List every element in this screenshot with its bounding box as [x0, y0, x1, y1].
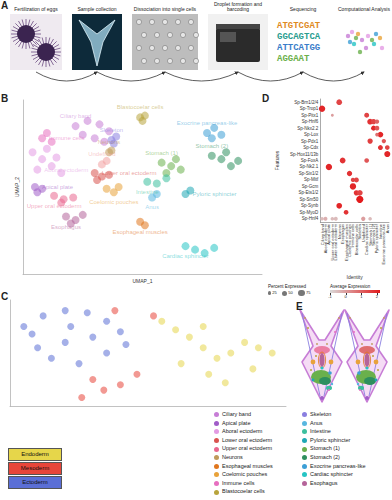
html-text:75: 75 [306, 290, 311, 295]
html-text:Average Expression: Average Expression [330, 284, 371, 289]
svg-text:Sp-Nk2.1: Sp-Nk2.1 [300, 164, 319, 169]
html-text:E: E [296, 301, 303, 312]
html-text:Pyloric sphincter: Pyloric sphincter [310, 436, 351, 443]
svg-text:Sp-Lox: Sp-Lox [304, 132, 319, 137]
html-text:Exocrine pancreas-like: Exocrine pancreas-like [310, 462, 366, 469]
html-text:Coelomic pouches: Coelomic pouches [222, 471, 268, 478]
html-text:0: 0 [344, 293, 347, 299]
svg-text:UMAP_1: UMAP_1 [132, 278, 152, 284]
html-text:Blastocoelar cells: Blastocoelar cells [222, 488, 265, 495]
svg-text:Sp-Gcm: Sp-Gcm [302, 184, 319, 189]
html-text:GGCAGTCA: GGCAGTCA [277, 32, 321, 42]
svg-text:Exocrine pancreas-like: Exocrine pancreas-like [177, 120, 238, 126]
svg-text:Sp-Hnf4: Sp-Hnf4 [302, 216, 319, 221]
svg-text:Esophageal muscles: Esophageal muscles [112, 229, 167, 235]
html-text:A: A [1, 0, 9, 11]
svg-text:Ciliary band: Ciliary band [60, 113, 92, 119]
svg-text:Sp-Six1/2: Sp-Six1/2 [299, 171, 319, 176]
html-text:B: B [1, 93, 9, 104]
html-text:Percent Expressed: Percent Expressed [268, 284, 306, 289]
svg-text:Blastocoelar cells: Blastocoelar cells [117, 104, 164, 110]
html-text:Esophagus: Esophagus [310, 479, 338, 486]
html-text:-1: -1 [328, 293, 332, 299]
html-text:Stomach (2): Stomach (2) [310, 454, 340, 460]
html-text:Anus: Anus [310, 419, 323, 426]
html-text:2: 2 [375, 293, 378, 299]
html-text:ATTCATGG: ATTCATGG [277, 43, 321, 53]
svg-text:Exocrine pancreas-like: Exocrine pancreas-like [381, 224, 387, 265]
html-text:Lower oral ectoderm: Lower oral ectoderm [222, 436, 273, 443]
html-text:Droplet formation and barcodin: Droplet formation and barcoding [214, 0, 262, 13]
html-text:Endoderm: Endoderm [21, 451, 49, 457]
html-text:Stomach (1): Stomach (1) [310, 445, 340, 452]
html-text:Ectoderm: Ectoderm [22, 479, 48, 485]
svg-text:Lower oral ectoderm: Lower oral ectoderm [102, 170, 157, 176]
svg-text:Identity: Identity [347, 274, 364, 280]
svg-text:Sp-MyoD: Sp-MyoD [300, 210, 320, 215]
html-text:Cardiac sphincter: Cardiac sphincter [310, 471, 353, 478]
html-text:Upper oral ectoderm: Upper oral ectoderm [222, 445, 273, 452]
html-text:Ciliary band: Ciliary band [222, 411, 251, 417]
svg-text:Sp-Pdx1: Sp-Pdx1 [301, 139, 319, 144]
html-text:Skeleton: Skeleton [310, 411, 332, 417]
html-text:Computational Analysis: Computational Analysis [338, 6, 390, 13]
svg-text:Sp-Trop1: Sp-Trop1 [300, 106, 319, 111]
svg-text:Sp-Mitf: Sp-Mitf [304, 177, 319, 182]
html-text:Sample collection: Sample collection [77, 6, 117, 13]
svg-text:Sp-Cdx: Sp-Cdx [303, 145, 319, 150]
html-text:AGGAAT: AGGAAT [277, 54, 310, 64]
svg-text:Sp-Hox11/13b: Sp-Hox11/13b [290, 152, 319, 157]
svg-text:Sp-Brn1/2/4: Sp-Brn1/2/4 [294, 100, 319, 105]
html-text:C: C [1, 291, 9, 302]
svg-text:Skeleton: Skeleton [100, 127, 123, 133]
html-text:Aboral ectoderm: Aboral ectoderm [222, 428, 263, 435]
html-text:Sequencing: Sequencing [289, 6, 317, 13]
html-text:Immune cells: Immune cells [222, 479, 255, 486]
svg-text:Stomach (2): Stomach (2) [195, 143, 228, 149]
svg-text:Upper oral ectoderm: Upper oral ectoderm [27, 203, 82, 209]
html-text:ATGTCGAT: ATGTCGAT [277, 21, 321, 31]
svg-text:Undefined: Undefined [88, 151, 115, 157]
svg-text:Neurons: Neurons [98, 139, 121, 145]
html-text:Mesoderm: Mesoderm [20, 465, 50, 471]
svg-text:Sp-Hnf6: Sp-Hnf6 [302, 119, 319, 124]
svg-text:Coelomic pouches: Coelomic pouches [89, 199, 138, 205]
svg-text:Sp-Sm50: Sp-Sm50 [300, 197, 319, 202]
html-text:Intestine: Intestine [310, 428, 331, 435]
html-text:Esophageal muscles: Esophageal muscles [222, 462, 273, 469]
html-text:1: 1 [360, 293, 363, 299]
svg-text:Aboral ectoderm: Aboral ectoderm [44, 167, 88, 173]
svg-text:Apical plate: Apical plate [42, 184, 74, 190]
svg-text:Sp-Ets1/2: Sp-Ets1/2 [299, 190, 319, 195]
html-text:D: D [262, 93, 270, 104]
html-text:Apical plate: Apical plate [222, 419, 251, 426]
svg-text:Lower oral ectoderm: Lower oral ectoderm [333, 224, 339, 261]
svg-text:Intestine: Intestine [136, 189, 159, 195]
svg-text:Sp-Pitx1: Sp-Pitx1 [301, 113, 319, 118]
html-text:Dissociation into single cells: Dissociation into single cells [133, 6, 197, 13]
svg-text:Esophagus: Esophagus [51, 224, 81, 230]
html-text:Fertilization of eggs: Fertilization of eggs [14, 6, 58, 13]
svg-text:Sp-FoxA: Sp-FoxA [301, 158, 319, 163]
svg-text:Pyloric sphincter: Pyloric sphincter [193, 191, 237, 197]
html-text:25: 25 [272, 290, 277, 295]
svg-text:Sp-Nkx2.2: Sp-Nkx2.2 [297, 126, 319, 131]
svg-text:Stomach (1): Stomach (1) [145, 150, 178, 156]
svg-text:Cardiac sphincter: Cardiac sphincter [162, 253, 209, 259]
html-text:50: 50 [288, 290, 293, 295]
svg-text:Sp-Synb: Sp-Synb [301, 203, 319, 208]
html-text:Neurons: Neurons [222, 454, 243, 460]
svg-text:Immune cells: Immune cells [49, 135, 84, 141]
svg-text:UMAP_2: UMAP_2 [14, 177, 20, 197]
svg-text:Features: Features [274, 150, 280, 170]
svg-text:Anus: Anus [385, 224, 390, 233]
svg-text:Anus: Anus [145, 204, 159, 210]
